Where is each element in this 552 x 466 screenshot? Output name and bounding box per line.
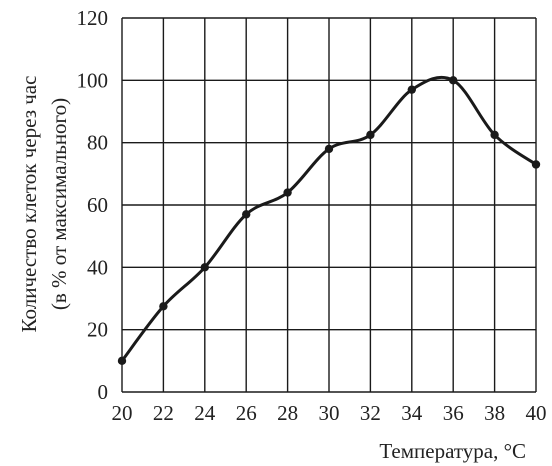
y-tick-label-1: 20 xyxy=(87,318,108,342)
x-axis-title: Температура, °C xyxy=(379,439,526,463)
x-tick-label-3: 26 xyxy=(236,401,257,425)
x-tick-label-4: 28 xyxy=(277,401,298,425)
y-axis-title-line-1: Количество клеток через час xyxy=(17,76,41,333)
data-points xyxy=(117,76,541,366)
data-point-36 xyxy=(449,76,458,85)
y-tick-label-5: 100 xyxy=(77,68,109,92)
x-tick-label-5: 30 xyxy=(319,401,340,425)
data-point-26 xyxy=(242,210,251,219)
y-tick-label-2: 40 xyxy=(87,255,108,279)
x-tick-label-6: 32 xyxy=(360,401,381,425)
y-tick-label-4: 80 xyxy=(87,131,108,155)
data-point-24 xyxy=(200,263,209,272)
data-point-32 xyxy=(366,130,375,140)
y-axis-title: Количество клеток через час (в % от макс… xyxy=(17,76,71,333)
x-tick-label-7: 34 xyxy=(401,401,423,425)
data-point-28 xyxy=(283,188,292,197)
y-tick-label-6: 120 xyxy=(77,6,109,30)
x-tick-label-8: 36 xyxy=(443,401,464,425)
x-tick-label-10: 40 xyxy=(526,401,547,425)
y-axis-title-line-2: (в % от максимального) xyxy=(47,98,71,310)
x-tick-label-0: 20 xyxy=(112,401,133,425)
data-point-22 xyxy=(159,302,168,311)
x-tick-label-1: 22 xyxy=(153,401,174,425)
data-point-30 xyxy=(324,144,334,154)
y-tick-labels: 0 20 40 60 80 100 120 xyxy=(77,6,109,404)
y-tick-label-3: 60 xyxy=(87,193,108,217)
y-tick-label-0: 0 xyxy=(98,380,109,404)
data-point-38 xyxy=(490,130,499,140)
data-point-34 xyxy=(407,85,416,94)
x-tick-label-9: 38 xyxy=(484,401,505,425)
grid xyxy=(121,17,537,393)
x-tick-label-2: 24 xyxy=(194,401,216,425)
x-tick-labels: 20 22 24 26 28 30 32 34 36 38 40 xyxy=(112,401,547,425)
data-point-40 xyxy=(531,160,541,169)
data-point-20 xyxy=(117,356,127,366)
